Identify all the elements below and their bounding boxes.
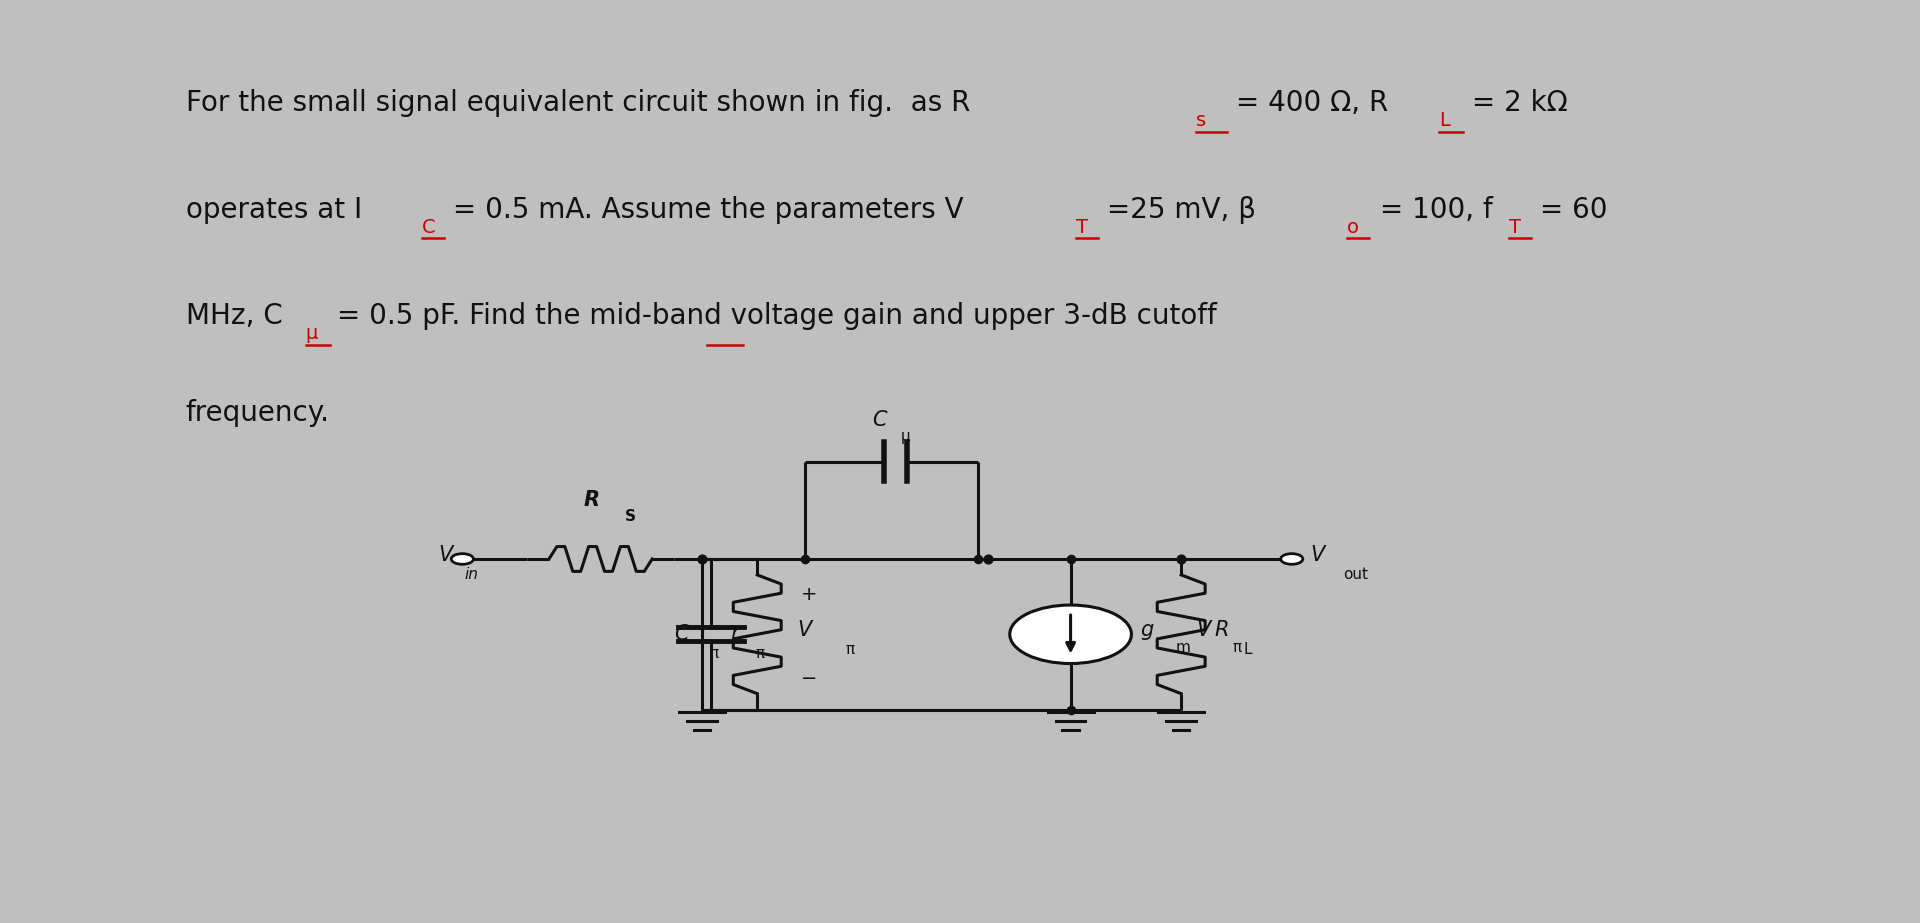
Text: operates at I: operates at I (186, 196, 363, 223)
Text: out: out (1344, 568, 1369, 582)
Text: L: L (1244, 641, 1252, 657)
Circle shape (451, 554, 474, 564)
Text: = 0.5 pF. Find the mid-band voltage gain and upper 3-dB cutoff: = 0.5 pF. Find the mid-band voltage gain… (328, 302, 1217, 330)
Circle shape (1010, 605, 1131, 664)
Text: g: g (1140, 620, 1154, 640)
Text: π: π (845, 641, 854, 657)
Text: S: S (624, 509, 636, 523)
Text: in: in (465, 568, 478, 582)
Text: π: π (755, 646, 764, 661)
Text: V: V (799, 620, 812, 640)
Text: o: o (1348, 218, 1359, 237)
Text: = 0.5 mA. Assume the parameters V: = 0.5 mA. Assume the parameters V (444, 196, 964, 223)
Text: +: + (801, 585, 818, 604)
Text: π: π (1233, 640, 1242, 655)
Circle shape (1281, 554, 1304, 564)
Point (1056, 552, 1087, 567)
Point (964, 552, 995, 567)
Text: = 60: = 60 (1532, 196, 1607, 223)
Text: MHz, C: MHz, C (186, 302, 282, 330)
Text: For the small signal equivalent circuit shown in fig.  as R: For the small signal equivalent circuit … (186, 90, 970, 117)
Point (1056, 702, 1087, 717)
Text: m: m (1175, 640, 1190, 655)
Text: −: − (801, 669, 818, 688)
Text: V: V (1196, 620, 1210, 640)
Text: R: R (584, 490, 599, 510)
Point (789, 552, 820, 567)
Text: μ: μ (305, 324, 319, 343)
Text: frequency.: frequency. (186, 400, 330, 427)
Text: T: T (1075, 218, 1089, 237)
Point (972, 552, 1002, 567)
Text: R: R (1213, 620, 1229, 640)
Text: L: L (1440, 112, 1450, 130)
Text: C: C (674, 624, 689, 644)
Text: =25 mV, β: =25 mV, β (1098, 196, 1256, 223)
Text: V: V (1309, 545, 1325, 565)
Text: = 100, f: = 100, f (1371, 196, 1492, 223)
Text: r: r (730, 624, 739, 644)
Text: s: s (1196, 112, 1206, 130)
Text: T: T (1509, 218, 1521, 237)
Text: V: V (440, 545, 453, 565)
Text: C: C (422, 218, 436, 237)
Text: μ: μ (900, 429, 910, 444)
Text: = 2 kΩ: = 2 kΩ (1463, 90, 1569, 117)
Point (687, 552, 718, 567)
Text: C: C (872, 411, 887, 430)
Text: π: π (708, 646, 718, 661)
Text: = 400 Ω, R: = 400 Ω, R (1227, 90, 1388, 117)
Point (1165, 552, 1196, 567)
